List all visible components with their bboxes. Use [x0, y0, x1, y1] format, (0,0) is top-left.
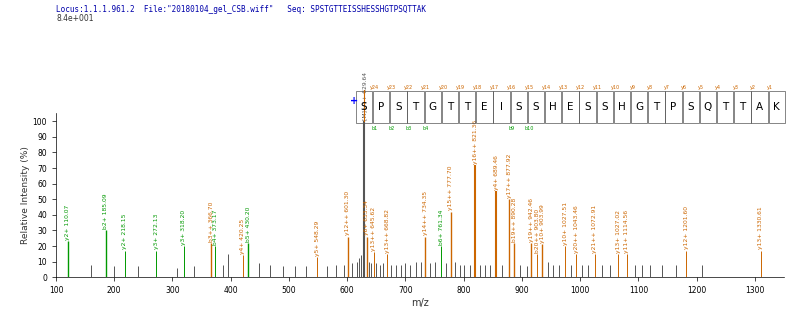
Text: T: T — [739, 102, 746, 112]
Text: y4: y4 — [715, 85, 722, 90]
Text: y21: y21 — [422, 85, 430, 90]
Text: y3+ 318.20: y3+ 318.20 — [181, 209, 186, 245]
Text: E: E — [567, 102, 574, 112]
Text: +: + — [350, 96, 358, 106]
Text: S: S — [361, 102, 367, 112]
Text: y13+ 1027.02: y13+ 1027.02 — [615, 209, 621, 253]
Text: A: A — [756, 102, 763, 112]
Text: G: G — [635, 102, 643, 112]
Text: y13+ 1330.61: y13+ 1330.61 — [758, 207, 763, 249]
Text: y1: y1 — [767, 85, 773, 90]
Text: b20++ 903.80: b20++ 903.80 — [534, 209, 539, 253]
Text: G: G — [429, 102, 437, 112]
Text: b19++ 890.28: b19++ 890.28 — [512, 198, 517, 242]
Text: y17: y17 — [490, 85, 499, 90]
X-axis label: m/z: m/z — [411, 298, 429, 308]
Text: y22: y22 — [404, 85, 414, 90]
Text: y13++ 645.62: y13++ 645.62 — [371, 207, 376, 251]
Text: y11: y11 — [594, 85, 602, 90]
Text: y10: y10 — [610, 85, 620, 90]
Text: y3+ 272.13: y3+ 272.13 — [154, 214, 158, 249]
Text: b1: b1 — [371, 126, 378, 131]
Text: S: S — [515, 102, 522, 112]
Text: Locus:1.1.1.961.2  File:"20180104_gel_CSB.wiff"   Seq: SPSTGTTEISSHESSHGTPSQTTAK: Locus:1.1.1.961.2 File:"20180104_gel_CSB… — [56, 5, 426, 14]
Text: b6+ 761.34: b6+ 761.34 — [438, 209, 444, 245]
Text: S: S — [602, 102, 608, 112]
Text: y6+ 633.34: y6+ 633.34 — [364, 201, 369, 235]
Text: y4+ 689.46: y4+ 689.46 — [494, 155, 498, 190]
Text: y3: y3 — [733, 85, 738, 90]
Text: T: T — [722, 102, 728, 112]
Text: y15: y15 — [525, 85, 534, 90]
Text: S: S — [395, 102, 402, 112]
Text: y8: y8 — [646, 85, 653, 90]
Text: E: E — [481, 102, 488, 112]
Text: S: S — [687, 102, 694, 112]
Text: 8.4e+001: 8.4e+001 — [56, 14, 94, 23]
Text: S: S — [533, 102, 539, 112]
Text: H: H — [618, 102, 626, 112]
Text: [M]+++ 629.64: [M]+++ 629.64 — [362, 72, 367, 120]
Text: y7: y7 — [664, 85, 670, 90]
Text: y15++ 777.70: y15++ 777.70 — [448, 166, 453, 210]
Text: y16++ 821.36: y16++ 821.36 — [473, 119, 478, 163]
Text: y20: y20 — [438, 85, 448, 90]
Text: y21++ 1072.91: y21++ 1072.91 — [592, 204, 598, 253]
Text: b3: b3 — [406, 126, 412, 131]
Text: y11+ 1114.56: y11+ 1114.56 — [624, 209, 630, 253]
Text: y6: y6 — [681, 85, 687, 90]
Text: y19++ 942.46: y19++ 942.46 — [529, 198, 534, 242]
Text: b5+ 430.20: b5+ 430.20 — [246, 206, 251, 242]
Text: I: I — [500, 102, 503, 112]
Text: T: T — [447, 102, 453, 112]
Text: y24: y24 — [370, 85, 379, 90]
Text: y14++ 734.35: y14++ 734.35 — [423, 191, 428, 235]
Text: y13: y13 — [559, 85, 568, 90]
Text: y20++ 1043.46: y20++ 1043.46 — [574, 205, 578, 253]
Text: Q: Q — [704, 102, 712, 112]
Text: y14: y14 — [542, 85, 551, 90]
Text: y2+ 110.07: y2+ 110.07 — [65, 205, 70, 240]
Text: y4+ 420.25: y4+ 420.25 — [240, 219, 245, 254]
Text: y19: y19 — [456, 85, 465, 90]
Text: b4: b4 — [422, 126, 429, 131]
Text: b9: b9 — [509, 126, 515, 131]
Text: y9: y9 — [630, 85, 635, 90]
Text: y5: y5 — [698, 85, 704, 90]
Text: y17++ 877.92: y17++ 877.92 — [506, 154, 511, 198]
Text: y12++ 601.30: y12++ 601.30 — [346, 191, 350, 235]
Text: y2: y2 — [750, 85, 756, 90]
Text: y13++ 668.82: y13++ 668.82 — [385, 209, 390, 253]
Text: y18: y18 — [473, 85, 482, 90]
Text: T: T — [464, 102, 470, 112]
Text: y23: y23 — [387, 85, 396, 90]
Text: P: P — [378, 102, 384, 112]
Text: y10+ 903.99: y10+ 903.99 — [540, 204, 545, 243]
Text: y12+ 1201.60: y12+ 1201.60 — [684, 206, 689, 249]
Text: y10+ 1027.51: y10+ 1027.51 — [562, 202, 567, 245]
Text: y2+ 218.15: y2+ 218.15 — [122, 214, 127, 249]
Text: b10: b10 — [525, 126, 534, 131]
Text: b4+ 373.17: b4+ 373.17 — [213, 209, 218, 245]
Text: K: K — [774, 102, 780, 112]
Text: y16: y16 — [507, 85, 517, 90]
Text: T: T — [413, 102, 418, 112]
Text: T: T — [654, 102, 659, 112]
Text: P: P — [670, 102, 677, 112]
Text: b2: b2 — [388, 126, 394, 131]
Text: b2+ 185.09: b2+ 185.09 — [103, 194, 108, 229]
Text: b3++ 366.70: b3++ 366.70 — [209, 201, 214, 242]
Text: y5+ 548.29: y5+ 548.29 — [314, 220, 319, 256]
Text: S: S — [584, 102, 591, 112]
Text: H: H — [550, 102, 557, 112]
Y-axis label: Relative Intensity (%): Relative Intensity (%) — [21, 146, 30, 244]
Text: y12: y12 — [576, 85, 586, 90]
